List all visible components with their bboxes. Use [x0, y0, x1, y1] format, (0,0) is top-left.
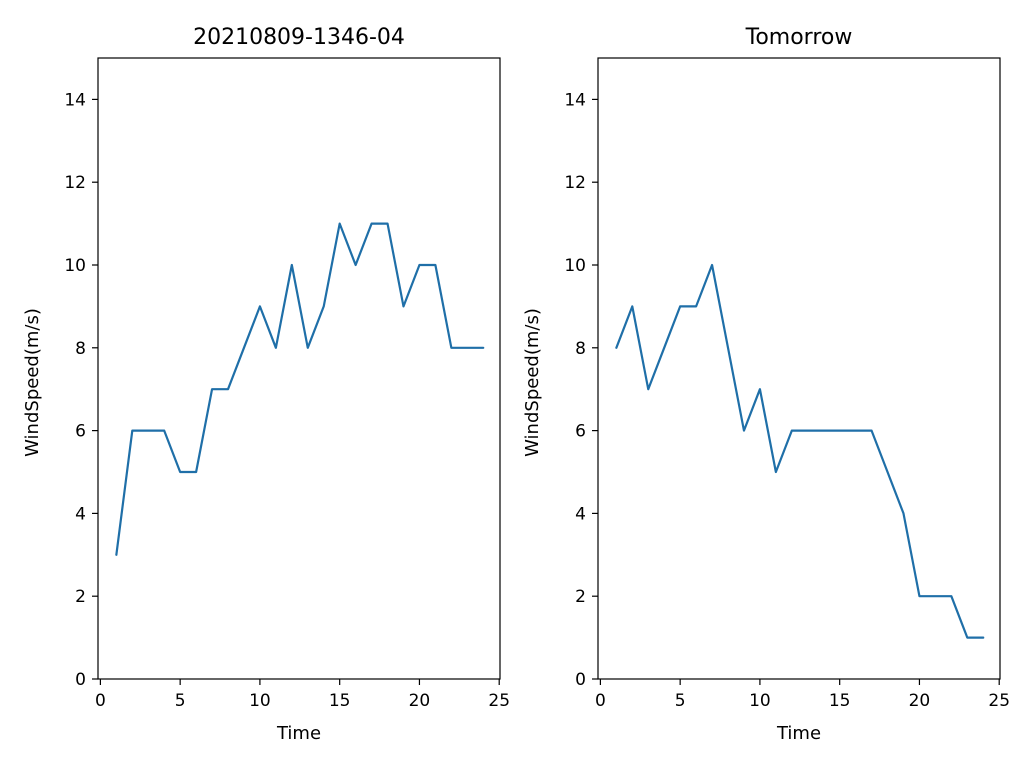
chart-1-x-tick-label: 25: [488, 691, 510, 711]
chart-2-x-tick-label: 10: [749, 691, 771, 711]
chart-1-plot-frame: [97, 57, 501, 680]
chart-2-x-tick-label: 5: [675, 691, 686, 711]
chart-2-y-tick-label: 14: [564, 90, 586, 110]
chart-2-y-tick-label: 6: [575, 422, 586, 442]
chart-1-x-tick-label: 0: [95, 691, 106, 711]
chart-1-y-tick-label: 14: [64, 90, 86, 110]
chart-1-x-tick-label: 10: [249, 691, 271, 711]
chart-1-y-tick-label: 6: [75, 422, 86, 442]
chart-2-x-tick-label: 0: [595, 691, 606, 711]
chart-1-y-tick-label: 8: [75, 339, 86, 359]
chart-1-title: 20210809-1346-04: [193, 25, 405, 50]
chart-1: 0 5 10 15 20 25 0 2 4 6 8 10 12 14 20210809-1346-04 Tim…: [22, 25, 510, 744]
chart-1-y-axis-label: WindSpeed(m/s): [22, 308, 43, 457]
chart-1-x-tick-label: 5: [175, 691, 186, 711]
chart-2-x-axis-label: Time: [776, 723, 821, 744]
chart-1-y-tick-label: 2: [75, 587, 86, 607]
chart-2-y-tick-label: 8: [575, 339, 586, 359]
chart-1-y-tick-label: 12: [64, 173, 86, 193]
chart-2-y-tick-label: 12: [564, 173, 586, 193]
chart-2-x-tick-label: 20: [909, 691, 931, 711]
chart-2-y-tick-label: 10: [564, 256, 586, 276]
chart-1-x-axis-label: Time: [276, 723, 321, 744]
chart-1-series-line: [115, 222, 485, 556]
chart-1-y-tick-label: 10: [64, 256, 86, 276]
chart-2: 0 5 10 15 20 25 0 2 4 6 8 10 12 14 Tomorrow Time WindSpe…: [522, 25, 1010, 744]
chart-2-series-line: [615, 263, 985, 639]
chart-2-y-tick-label: 0: [575, 670, 586, 690]
chart-1-y-tick-label: 4: [75, 504, 86, 524]
chart-2-x-tick-label: 25: [988, 691, 1010, 711]
chart-2-x-tick-label: 15: [829, 691, 851, 711]
chart-1-y-tick-label: 0: [75, 670, 86, 690]
chart-2-plot-frame: [597, 57, 1001, 680]
chart-2-y-tick-label: 2: [575, 587, 586, 607]
chart-1-x-tick-label: 15: [329, 691, 351, 711]
chart-2-title: Tomorrow: [745, 25, 853, 50]
chart-1-x-tick-label: 20: [409, 691, 431, 711]
chart-2-y-tick-label: 4: [575, 504, 586, 524]
chart-2-y-axis-label: WindSpeed(m/s): [522, 308, 543, 457]
